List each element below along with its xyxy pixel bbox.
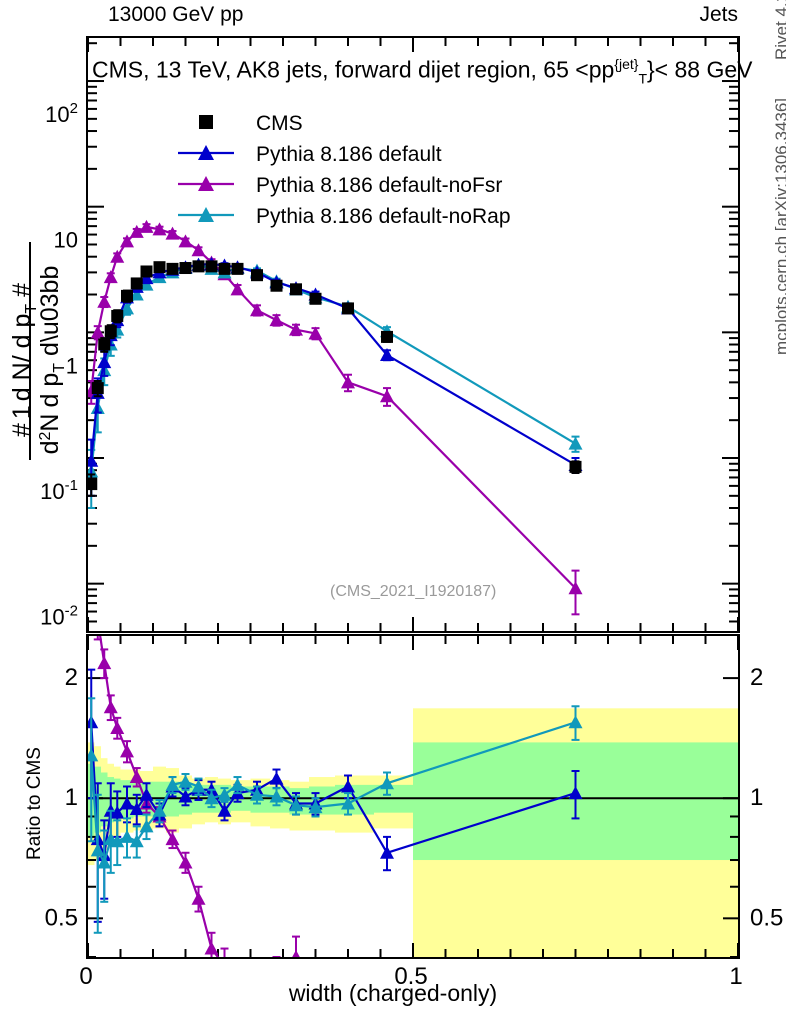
main-plot-title-sub: T bbox=[638, 70, 647, 87]
svg-text:10-2: 10-2 bbox=[40, 603, 78, 630]
legend-item-label: Pythia 8.186 default bbox=[256, 143, 442, 166]
x-tick-label: 0 bbox=[79, 963, 92, 990]
main-y-axis-labels: 102 10 1 10-1 10-2 bbox=[40, 100, 78, 630]
svg-text:10-1: 10-1 bbox=[40, 477, 78, 504]
main-plot-canvas: CMS Pythia 8.186 default Pythia 8.186 defa… bbox=[88, 38, 738, 631]
ratio-series-pythia-8-186-default-norap bbox=[88, 697, 583, 934]
ratio-plot-panel bbox=[86, 634, 740, 959]
legend: CMS Pythia 8.186 default Pythia 8.186 defa… bbox=[178, 112, 511, 228]
ratio-tick-label: 2 bbox=[750, 664, 763, 691]
svg-text:102: 102 bbox=[45, 100, 78, 127]
rivet-version-text: Rivet 4.1.0, ≥ 100k events bbox=[772, 0, 786, 60]
main-plot-panel: CMS Pythia 8.186 default Pythia 8.186 defa… bbox=[86, 36, 740, 633]
analysis-id-watermark: (CMS_2021_I1920187) bbox=[330, 583, 497, 600]
main-plot-title-sup: {jet} bbox=[614, 56, 639, 72]
x-axis-tick-labels: 0 0.5 1 bbox=[79, 963, 742, 990]
series-pythia-8-186-default bbox=[88, 256, 583, 497]
ratio-y-axis-labels-left: 210.5 bbox=[45, 664, 78, 931]
main-plot-title-text: CMS, 13 TeV, AK8 jets, forward dijet reg… bbox=[92, 56, 602, 83]
svg-text:d2Nd pT d\u03bb: d2Nd pT d\u03bb bbox=[36, 266, 68, 455]
uncertainty-bands bbox=[88, 708, 738, 957]
header-left-label: 13000 GeV pp bbox=[108, 3, 244, 26]
legend-item-label: Pythia 8.186 default-noFsr bbox=[256, 174, 502, 197]
x-tick-label: 0.5 bbox=[394, 963, 427, 990]
legend-item-label: CMS bbox=[256, 112, 303, 135]
x-tick-label: 1 bbox=[729, 963, 742, 990]
ratio-tick-label: 1 bbox=[65, 784, 78, 811]
mcplots-source-text: mcplots.cern.ch [arXiv:1306.3436] bbox=[772, 97, 786, 355]
ratio-y-axis-labels-right: 210.5 bbox=[750, 664, 783, 931]
main-plot-title: CMS, 13 TeV, AK8 jets, forward dijet reg… bbox=[92, 56, 753, 87]
ratio-plot-canvas bbox=[88, 636, 738, 957]
ratio-y-axis-title-text: Ratio to CMS bbox=[24, 747, 45, 860]
main-plot-title-tail: }< 88 GeV bbox=[647, 56, 753, 83]
svg-text:#1d N/ d pT #: #1d N/ d pT # bbox=[8, 283, 40, 437]
legend-item-label: Pythia 8.186 default-noRap bbox=[256, 205, 511, 228]
ratio-series-pythia-8-186-default-nofsr bbox=[93, 636, 300, 957]
x-axis-title: width (charged-only) bbox=[288, 980, 498, 1006]
svg-text:10: 10 bbox=[54, 228, 78, 253]
header-right-label: Jets bbox=[699, 3, 738, 26]
ratio-tick-label: 1 bbox=[750, 784, 763, 811]
series-pythia-8-186-default-norap bbox=[88, 257, 583, 510]
svg-text:1: 1 bbox=[66, 353, 78, 378]
ratio-tick-label: 0.5 bbox=[45, 904, 78, 931]
ratio-tick-label: 2 bbox=[65, 664, 78, 691]
series-cms bbox=[88, 260, 582, 497]
main-y-axis-title: #1d N/ d pT # d2Nd pT d\u03bb bbox=[8, 242, 68, 460]
ratio-tick-label: 0.5 bbox=[750, 904, 783, 931]
